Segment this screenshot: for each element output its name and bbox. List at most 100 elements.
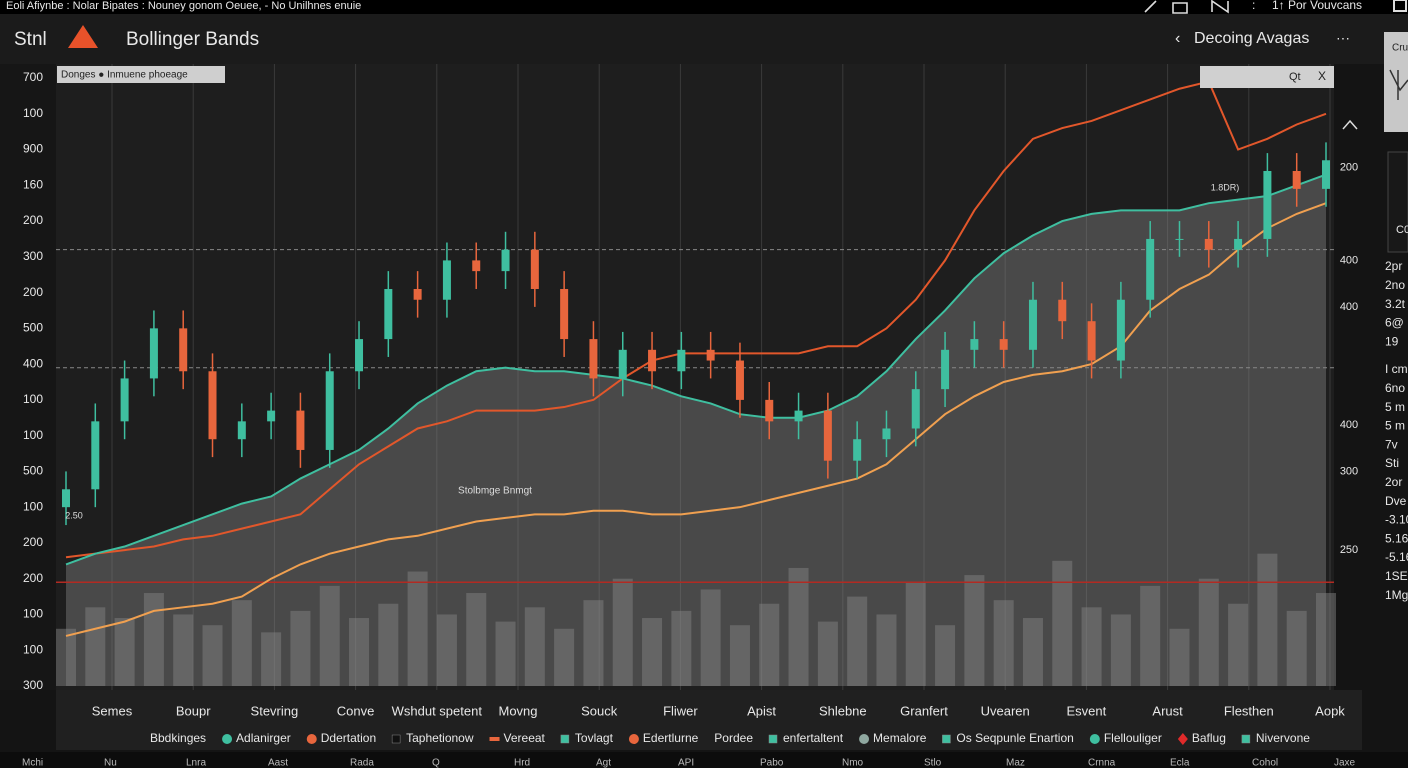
legend-marker	[489, 737, 500, 741]
side-item: 7v	[1385, 437, 1398, 451]
y-tick-label: 200	[23, 213, 43, 227]
side-item: 19	[1385, 334, 1399, 348]
x-tick-label: Shlebne	[819, 703, 867, 718]
search-box[interactable]	[1200, 66, 1334, 88]
toolbar-icons[interactable]	[1144, 0, 1229, 14]
candle-body	[149, 328, 158, 379]
candle-body	[120, 378, 129, 422]
volume-bar	[847, 596, 868, 686]
x-tick-label: Apist	[747, 703, 776, 718]
top-bar-right-text: 1↑ Por Vouvcans	[1272, 0, 1362, 12]
volume-bar	[1022, 618, 1043, 686]
legend-label: Pordee	[714, 731, 753, 745]
annotation: 2.50	[65, 510, 83, 520]
volume-bar	[290, 610, 311, 686]
candle-body	[413, 289, 422, 300]
legend-marker	[942, 734, 951, 744]
volume-bar	[817, 621, 838, 686]
volume-bar	[202, 625, 223, 686]
volume-bar	[378, 603, 399, 686]
footer-item: Ecla	[1170, 758, 1190, 768]
footer	[0, 752, 1408, 768]
candle-body	[208, 371, 217, 440]
x-tick-label: Conve	[337, 703, 375, 718]
volume-bar	[905, 582, 926, 686]
legend-marker	[1177, 733, 1188, 745]
collapse[interactable]	[1342, 119, 1358, 130]
candle-body	[237, 421, 246, 440]
footer-item: Stlo	[924, 758, 942, 768]
legend-marker	[560, 734, 570, 744]
candle-body	[355, 339, 364, 372]
volume-bar	[876, 614, 897, 686]
legend-marker	[859, 734, 870, 744]
candle-body	[1175, 238, 1184, 240]
candle-body	[941, 349, 950, 390]
volume-bar	[466, 593, 487, 686]
logo	[68, 25, 98, 48]
top-bar-text: Eoli Afiynbe : Nolar Bipates : Nouney go…	[6, 0, 361, 12]
candle-body	[91, 421, 100, 490]
volume-bar	[1228, 603, 1249, 686]
footer-item: Lnra	[186, 758, 206, 768]
legend-label: Bbdkinges	[150, 731, 206, 745]
x-axis-bg	[56, 690, 1362, 750]
footer-item: Maz	[1006, 758, 1025, 768]
candle-body	[384, 289, 393, 340]
candle-body	[442, 260, 451, 300]
side-title: Cru	[1392, 43, 1408, 54]
y2-tick-label: 400	[1340, 254, 1358, 266]
back-chevron[interactable]: ‹	[1175, 30, 1180, 47]
volume-bar	[788, 567, 809, 686]
volume-bar	[1140, 585, 1161, 686]
y2-tick-label: 400	[1340, 419, 1358, 431]
legend-label: Adlanirger	[236, 731, 291, 745]
legend-marker	[1241, 734, 1251, 744]
more[interactable]: ···	[1336, 30, 1350, 46]
header-right[interactable]: Decoing Avagas	[1194, 30, 1309, 47]
candle-body	[618, 349, 627, 379]
legend-marker	[1089, 734, 1100, 744]
footer-item: Pabo	[760, 758, 784, 768]
symbol: Stnl	[14, 29, 47, 50]
left-axis-bg	[0, 64, 56, 690]
y2-tick-label: 400	[1340, 301, 1358, 313]
volume-bar	[56, 628, 76, 686]
x-tick-label: Stevring	[251, 703, 299, 718]
legend-marker	[768, 734, 778, 744]
candle-body	[1234, 238, 1243, 250]
y-tick-label: 100	[23, 642, 43, 656]
candle-body	[1058, 299, 1067, 322]
plot	[56, 64, 1336, 690]
y-tick-label: 200	[23, 571, 43, 585]
volume-bar	[319, 585, 340, 686]
annotation: 1.8DR)	[1211, 182, 1240, 192]
search-close[interactable]: X	[1318, 69, 1326, 83]
candle-body	[1204, 238, 1213, 250]
x-tick-label: Semes	[92, 703, 133, 718]
volume-bar	[261, 632, 282, 686]
volume-bar	[993, 600, 1014, 686]
x-tick-label: Fliwer	[663, 703, 698, 718]
legend-box-text: Donges ● Inmuene phoeage	[61, 70, 188, 81]
y-tick-label: 200	[23, 285, 43, 299]
y2-tick-label: 250	[1340, 544, 1358, 556]
volume-bar	[1257, 553, 1278, 686]
window-icon[interactable]	[1393, 0, 1407, 12]
header	[0, 14, 1408, 64]
volume-bar	[407, 571, 428, 686]
x-tick-label: Uvearen	[981, 703, 1030, 718]
candle-body	[970, 339, 979, 350]
volume-bar	[583, 600, 604, 686]
x-tick-label: Boupr	[176, 703, 211, 718]
y-tick-label: 400	[23, 356, 43, 370]
volume-bar	[935, 625, 956, 686]
volume-bar	[349, 618, 370, 686]
x-tick-label: Movng	[498, 703, 537, 718]
side-item: 5.16	[1385, 531, 1408, 545]
side-item: 1SE	[1385, 569, 1408, 583]
candle-body	[325, 371, 334, 450]
footer-item: Nu	[104, 758, 117, 768]
side-item: 2or	[1385, 475, 1402, 489]
